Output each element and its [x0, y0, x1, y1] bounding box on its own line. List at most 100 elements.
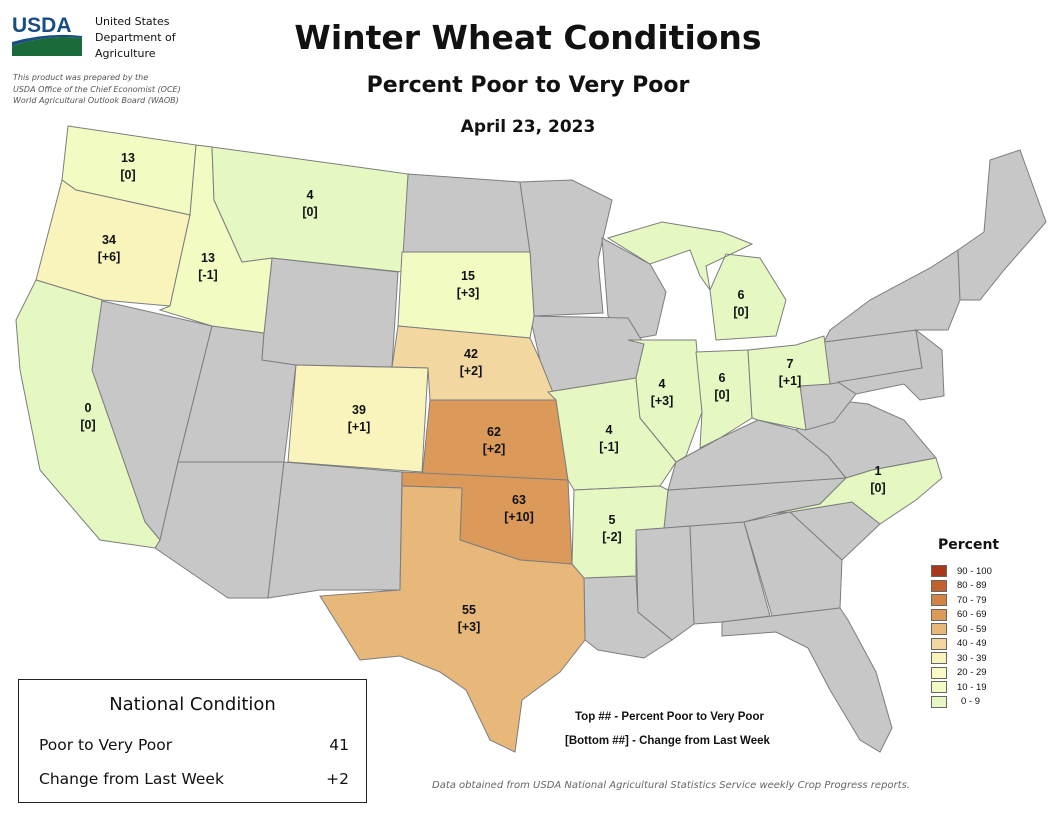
value: 13 — [121, 151, 135, 165]
change: [+3] — [457, 620, 481, 634]
change: [-2] — [602, 530, 622, 544]
national-row-label: Poor to Very Poor — [39, 736, 173, 754]
label-MO: 4 [-1] — [569, 422, 649, 456]
legend-label: 20 - 29 — [957, 667, 987, 679]
map-date: April 23, 2023 — [460, 117, 596, 137]
state-MT — [211, 146, 409, 273]
value: 4 — [658, 377, 666, 391]
label-KS: 62 [+2] — [454, 424, 534, 458]
label-AR: 5 [-2] — [572, 512, 652, 546]
legend-item: 90 - 100 — [931, 564, 992, 579]
note-bottom: [Bottom ##] - Change from Last Week — [565, 735, 770, 747]
legend-swatch — [931, 695, 947, 708]
label-OH: 7 [+1] — [750, 356, 830, 390]
source-note: Data obtained from USDA National Agricul… — [432, 780, 910, 791]
label-CO: 39 [+1] — [319, 402, 399, 436]
legend-item: 60 - 69 — [931, 608, 992, 623]
usda-logo: USDA — [12, 14, 82, 56]
label-TX: 55 [+3] — [429, 602, 509, 636]
national-row-poor: Poor to Very Poor 41 — [39, 736, 349, 754]
legend-swatch — [931, 579, 947, 592]
legend-label: 40 - 49 — [957, 638, 987, 650]
change: [+10] — [504, 510, 534, 524]
change: [0] — [120, 168, 136, 182]
prepared-line: World Agricultural Outlook Board (WAOB) — [13, 96, 179, 105]
state-MI — [606, 221, 787, 341]
legend-label: 80 - 89 — [957, 580, 987, 592]
value: 63 — [512, 493, 526, 507]
state-FL — [721, 607, 893, 753]
state-NY — [823, 249, 961, 343]
change: [+1] — [778, 374, 802, 388]
label-ID: 13 [-1] — [168, 250, 248, 284]
label-MT: 4 [0] — [270, 187, 350, 221]
legend-item: 30 - 39 — [931, 651, 992, 666]
legend-item: 0 - 9 — [931, 695, 992, 710]
legend-item: 20 - 29 — [931, 666, 992, 681]
state-MN — [519, 179, 613, 317]
change: [+2] — [459, 364, 483, 378]
value: 13 — [201, 251, 215, 265]
legend-label: 0 - 9 — [961, 696, 981, 708]
change: [0] — [302, 205, 318, 219]
national-condition-title: National Condition — [109, 694, 276, 715]
state-NE-corner — [957, 149, 1047, 301]
legend-swatch — [931, 681, 947, 694]
value: 39 — [352, 403, 366, 417]
value: 5 — [608, 513, 616, 527]
change: [-1] — [599, 440, 619, 454]
value: 1 — [874, 464, 882, 478]
value: 62 — [487, 425, 501, 439]
map-title: Winter Wheat Conditions — [294, 18, 762, 57]
state-NC — [771, 457, 943, 525]
value: 34 — [102, 233, 116, 247]
label-NE: 42 [+2] — [431, 346, 511, 380]
legend-item: 10 - 19 — [931, 680, 992, 695]
change: [+3] — [456, 286, 480, 300]
label-CA: 0 [0] — [48, 400, 128, 434]
state-NJ-MD-DE — [836, 328, 945, 401]
value: 4 — [605, 423, 613, 437]
state-CA — [15, 279, 161, 549]
legend-swatch — [931, 594, 947, 607]
agency-line: Department of — [95, 31, 176, 44]
agency-line: Agriculture — [95, 47, 156, 60]
state-TX — [319, 485, 586, 753]
change: [+1] — [347, 420, 371, 434]
state-AZ — [154, 461, 285, 599]
legend-label: 70 - 79 — [957, 594, 987, 606]
legend-item: 80 - 89 — [931, 579, 992, 594]
value: 6 — [737, 288, 745, 302]
value: 55 — [462, 603, 476, 617]
legend-label: 60 - 69 — [957, 609, 987, 621]
label-OR: 34 [+6] — [69, 232, 149, 266]
value: 7 — [786, 357, 794, 371]
state-OH — [747, 335, 831, 431]
legend: 90 - 100 80 - 89 70 - 79 60 - 69 50 - 59… — [931, 564, 992, 709]
label-IN: 6 [0] — [682, 370, 762, 404]
legend-swatch — [931, 608, 947, 621]
label-MI: 6 [0] — [701, 287, 781, 321]
state-AR — [571, 485, 669, 579]
legend-item: 40 - 49 — [931, 637, 992, 652]
map-subtitle: Percent Poor to Very Poor — [366, 73, 690, 98]
legend-swatch — [931, 623, 947, 636]
value: 15 — [461, 269, 475, 283]
value: 4 — [306, 188, 314, 202]
national-condition-box: National Condition Poor to Very Poor 41 … — [18, 679, 367, 803]
legend-label: 30 - 39 — [957, 652, 987, 664]
change: [0] — [870, 481, 886, 495]
change: [+3] — [650, 394, 674, 408]
usda-logo-text: USDA — [12, 14, 72, 37]
legend-swatch — [931, 565, 947, 578]
state-NM — [267, 461, 403, 599]
state-ND — [401, 173, 531, 253]
national-row-change: Change from Last Week +2 — [39, 770, 349, 788]
label-IL: 4 [+3] — [622, 376, 702, 410]
legend-item: 50 - 59 — [931, 622, 992, 637]
change: [0] — [714, 388, 730, 402]
state-WY — [261, 257, 399, 368]
legend-swatch — [931, 666, 947, 679]
label-SD: 15 [+3] — [428, 268, 508, 302]
change: [0] — [80, 418, 96, 432]
